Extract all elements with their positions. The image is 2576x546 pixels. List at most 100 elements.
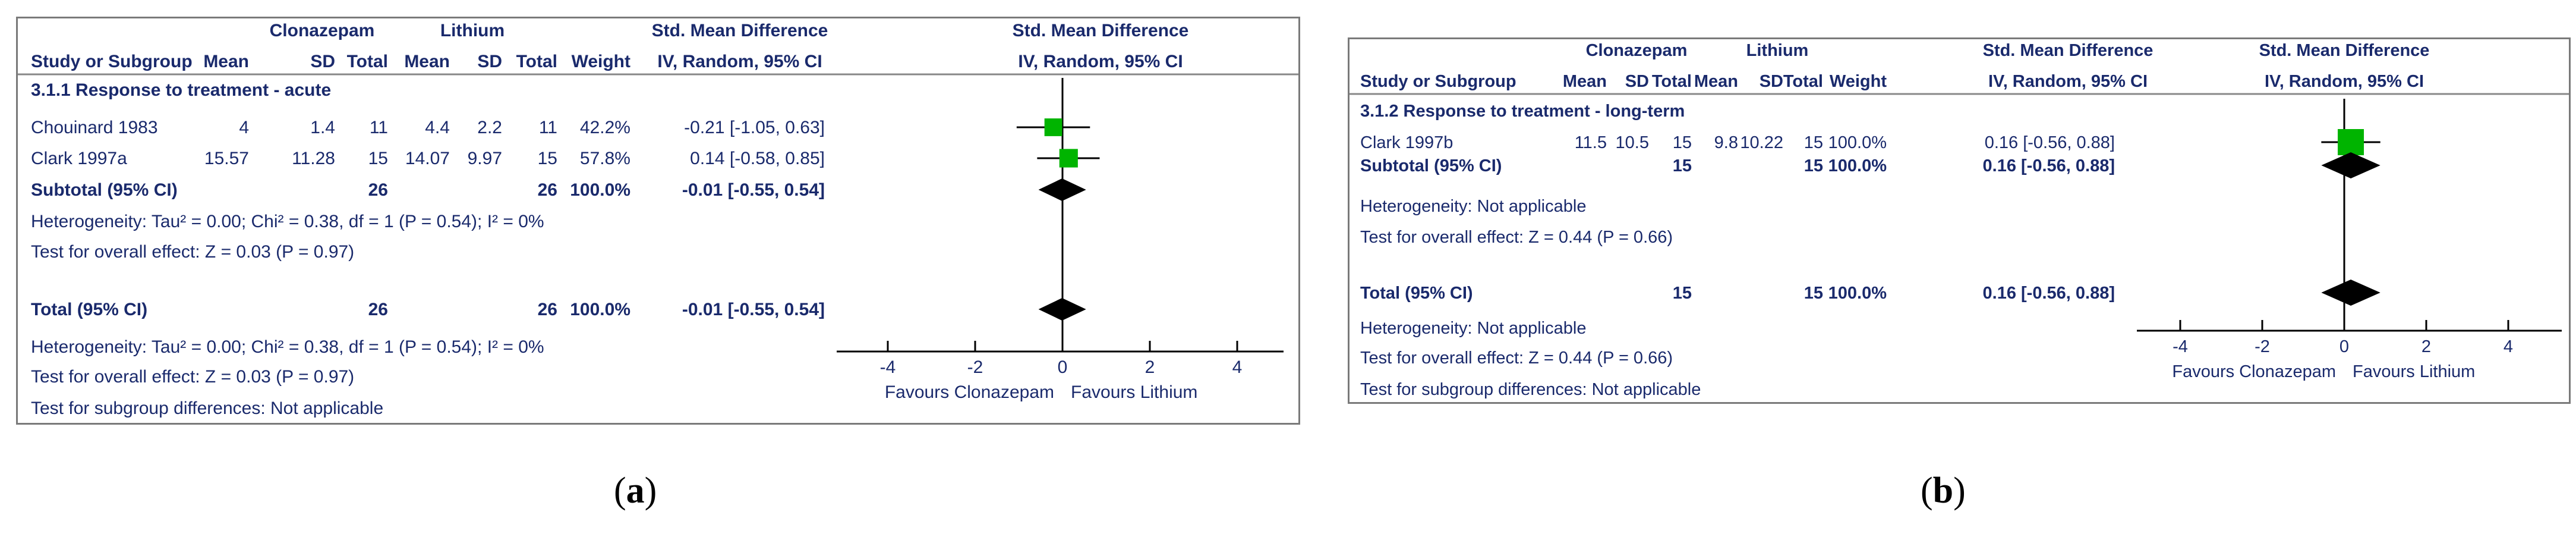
subtotal-label: Subtotal (95% CI) [1360,156,1502,175]
study-mean2: 14.07 [405,149,450,168]
study-sd2: 2.2 [477,118,502,137]
study-sd1: 1.4 [310,118,335,137]
sd2-header: SD [477,52,502,71]
x-tick-label: 2 [2421,337,2431,356]
subtotal-diamond [2321,152,2380,178]
study-sd2: 10.22 [1740,133,1783,152]
subtotal-ci-text: 0.16 [-0.56, 0.88] [1983,156,2115,175]
mean1-header: Mean [203,52,249,71]
weight-header: Weight [1830,72,1887,91]
study-weight: 57.8% [580,149,630,168]
plot-title: Std. Mean Difference [1013,21,1189,40]
total-label: Total (95% CI) [31,300,147,319]
effect-column-title: Std. Mean Difference [1983,41,2154,60]
subtotal-ci-text: -0.01 [-0.55, 0.54] [682,180,825,200]
favours-left-label: Favours Clonazepam [885,382,1054,402]
caption-a-letter: a [626,470,645,511]
study-total1: 15 [368,149,388,168]
forest-plot-a: Clonazepam Lithium Std. Mean Difference Std… [18,21,1298,418]
subtotal-weight: 100.0% [1828,156,1887,175]
favours-right-label: Favours Lithium [1071,382,1197,402]
total-weight: 100.0% [1828,284,1887,303]
study-total1: 11 [370,118,388,137]
subgroup-overall-effect: Test for overall effect: Z = 0.03 (P = 0… [31,242,354,262]
total-overall-effect: Test for overall effect: Z = 0.03 (P = 0… [31,367,354,387]
study-sd2: 9.97 [468,149,502,168]
study-column-header: Study or Subgroup [1360,72,1516,91]
x-tick-label: -4 [2173,337,2188,356]
x-tick-label: 0 [2339,337,2349,356]
forest-plot-panel-a: Clonazepam Lithium Std. Mean Difference Std… [16,17,1300,425]
total-diamond [1038,298,1086,321]
study-sd1: 10.5 [1616,133,1649,152]
x-tick-label: -4 [880,357,896,377]
total-diamond [2321,280,2380,306]
caption-a: (a) [614,470,657,511]
group1-header: Clonazepam [1586,41,1688,60]
mean2-header: Mean [404,52,450,71]
x-tick-label: 2 [1145,357,1155,377]
caption-b: (b) [1921,470,1966,511]
study-weight: 42.2% [580,118,630,137]
subtotal-total1: 26 [368,180,388,200]
total1-header: Total [347,52,388,71]
study-ci-text: 0.16 [-0.56, 0.88] [1985,133,2115,152]
subgroup-heterogeneity: Heterogeneity: Not applicable [1360,197,1586,216]
weight-header: Weight [572,52,630,71]
mean2-header: Mean [1694,72,1738,91]
study-total1: 15 [1673,133,1692,152]
study-mean1: 11.5 [1575,133,1607,152]
subgroup-heterogeneity: Heterogeneity: Tau² = 0.00; Chi² = 0.38,… [31,212,544,231]
total2-header: Total [1783,72,1823,91]
favours-left-label: Favours Clonazepam [2172,362,2336,381]
study-weight: 100.0% [1828,133,1887,152]
forest-plot-panel-b: Clonazepam Lithium Std. Mean Difference Std… [1348,37,2571,404]
group1-header: Clonazepam [270,21,375,40]
subtotal-total2: 26 [538,180,557,200]
study-mean2: 4.4 [425,118,450,137]
total1-header: Total [1652,72,1692,91]
study-mean2: 9.8 [1714,133,1738,152]
study-name: Chouinard 1983 [31,118,158,137]
group2-header: Lithium [1746,41,1809,60]
total-heterogeneity: Heterogeneity: Not applicable [1360,319,1586,338]
subgroup-title: 3.1.1 Response to treatment - acute [31,80,331,100]
total-heterogeneity: Heterogeneity: Tau² = 0.00; Chi² = 0.38,… [31,337,544,357]
study-total2: 11 [539,118,557,137]
study-sd1: 11.28 [292,149,335,168]
subtotal-total1: 15 [1673,156,1692,175]
mean1-header: Mean [1563,72,1607,91]
study-name: Clark 1997a [31,149,127,168]
total-overall-effect: Test for overall effect: Z = 0.44 (P = 0… [1360,349,1673,368]
effect-column-title: Std. Mean Difference [652,21,828,40]
study-name: Clark 1997b [1360,133,1453,152]
study-ci-text: -0.21 [-1.05, 0.63] [684,118,825,137]
subgroup-differences: Test for subgroup differences: Not appli… [1360,380,1701,399]
total-total1: 26 [368,300,388,319]
total-total1: 15 [1673,284,1692,303]
favours-right-label: Favours Lithium [2353,362,2475,381]
x-tick-label: -2 [2255,337,2270,356]
study-weight-square [1044,118,1062,136]
effect-method-header: IV, Random, 95% CI [657,52,822,71]
x-tick-label: 4 [2504,337,2513,356]
study-mean1: 4 [239,118,249,137]
total-ci-text: 0.16 [-0.56, 0.88] [1983,284,2115,303]
study-mean1: 15.57 [204,149,249,168]
subtotal-weight: 100.0% [570,180,630,200]
study-weight-square [1059,149,1078,168]
subtotal-total2: 15 [1804,156,1823,175]
forest-plot-b: Clonazepam Lithium Std. Mean Difference Std… [1350,41,2569,399]
sd2-header: SD [1760,72,1783,91]
subtotal-label: Subtotal (95% CI) [31,180,178,200]
caption-b-letter: b [1932,470,1954,511]
plot-method-header: IV, Random, 95% CI [2265,72,2424,91]
effect-method-header: IV, Random, 95% CI [1988,72,2148,91]
total-weight: 100.0% [570,300,630,319]
study-weight-square [2338,129,2364,155]
x-tick-label: -2 [967,357,983,377]
group2-header: Lithium [440,21,505,40]
study-column-header: Study or Subgroup [31,52,193,71]
study-ci-text: 0.14 [-0.58, 0.85] [690,149,825,168]
subgroup-overall-effect: Test for overall effect: Z = 0.44 (P = 0… [1360,228,1673,247]
